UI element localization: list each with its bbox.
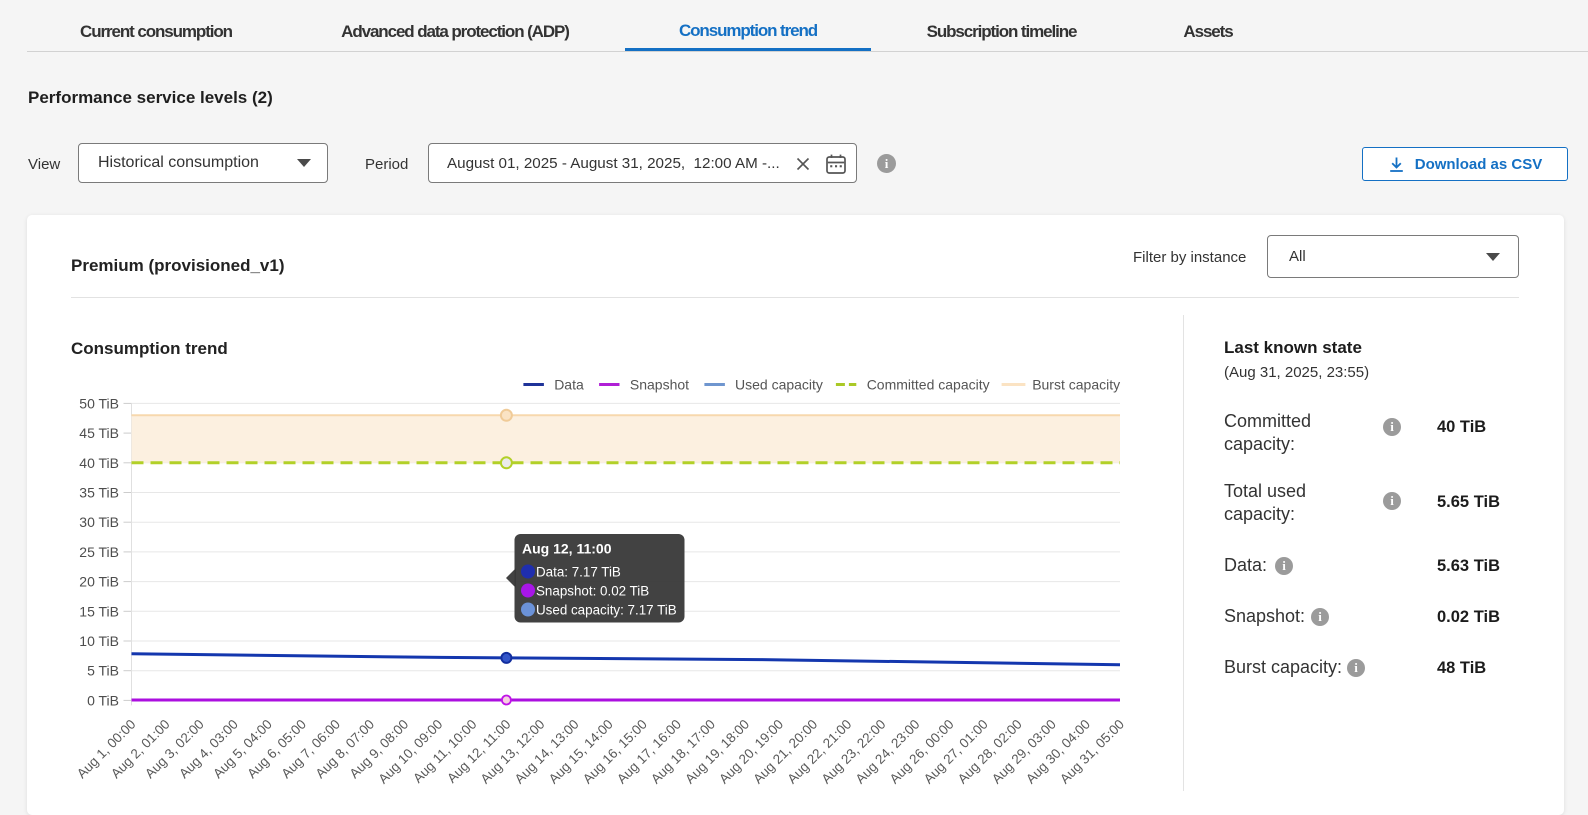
- svg-text:25 TiB: 25 TiB: [79, 544, 119, 560]
- svg-text:Burst capacity: Burst capacity: [1032, 377, 1120, 393]
- svg-text:50 TiB: 50 TiB: [79, 395, 119, 411]
- svg-text:Consumption trend: Consumption trend: [71, 339, 228, 358]
- svg-text:10 TiB: 10 TiB: [79, 633, 119, 649]
- svg-text:Data: 7.17 TiB: Data: 7.17 TiB: [536, 565, 621, 580]
- svg-text:20 TiB: 20 TiB: [79, 574, 119, 590]
- svg-text:5 TiB: 5 TiB: [87, 663, 119, 679]
- svg-text:45 TiB: 45 TiB: [79, 425, 119, 441]
- svg-text:Used capacity: 7.17 TiB: Used capacity: 7.17 TiB: [536, 603, 677, 618]
- svg-text:Used capacity: Used capacity: [735, 377, 823, 393]
- svg-text:40 TiB: 40 TiB: [79, 455, 119, 471]
- svg-text:Snapshot: Snapshot: [630, 377, 689, 393]
- svg-text:Data: Data: [554, 377, 584, 393]
- svg-text:35 TiB: 35 TiB: [79, 485, 119, 501]
- svg-text:30 TiB: 30 TiB: [79, 514, 119, 530]
- svg-text:Committed capacity: Committed capacity: [867, 377, 990, 393]
- svg-text:15 TiB: 15 TiB: [79, 603, 119, 619]
- svg-text:Aug 12, 11:00: Aug 12, 11:00: [522, 541, 612, 557]
- svg-text:Snapshot: 0.02 TiB: Snapshot: 0.02 TiB: [536, 584, 649, 599]
- svg-text:0 TiB: 0 TiB: [87, 692, 119, 708]
